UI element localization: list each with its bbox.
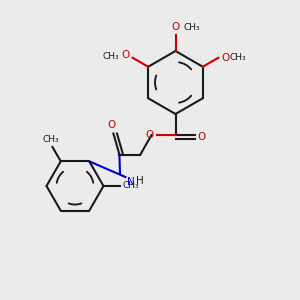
Text: O: O [122, 50, 130, 60]
Text: O: O [171, 22, 180, 32]
Text: H: H [136, 176, 143, 185]
Text: CH₃: CH₃ [122, 182, 139, 190]
Text: O: O [145, 130, 153, 140]
Text: CH₃: CH₃ [43, 135, 59, 144]
Text: O: O [197, 131, 206, 142]
Text: CH₃: CH₃ [184, 23, 200, 32]
Text: O: O [108, 120, 116, 130]
Text: CH₃: CH₃ [103, 52, 119, 61]
Text: O: O [221, 53, 230, 63]
Text: CH₃: CH₃ [230, 53, 246, 62]
Text: N: N [127, 177, 134, 187]
